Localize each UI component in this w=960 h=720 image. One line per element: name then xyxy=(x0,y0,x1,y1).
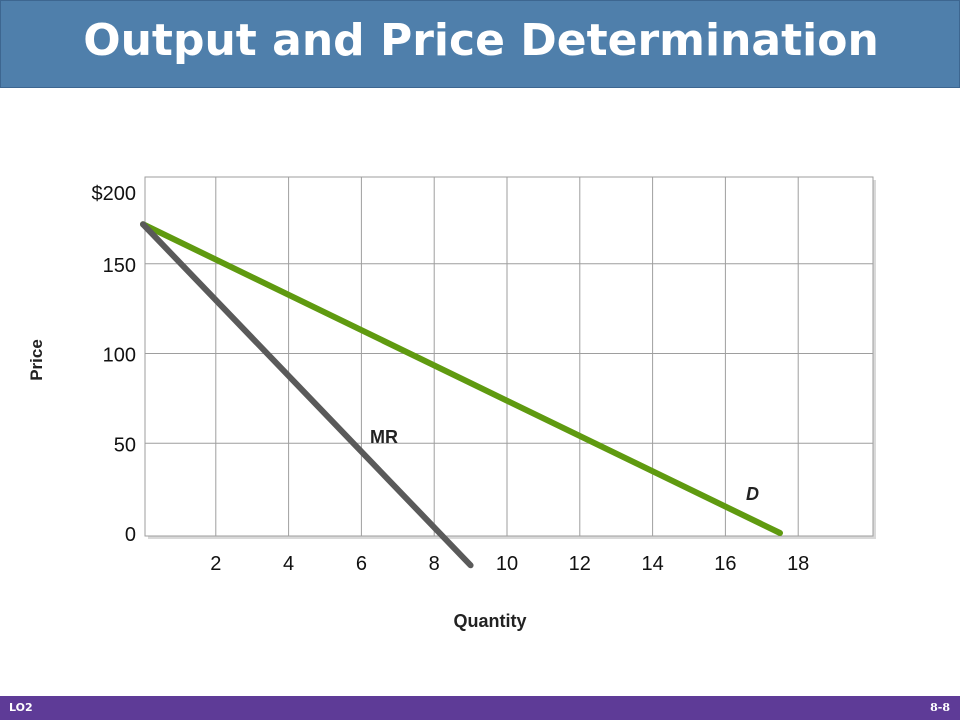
x-tick-label: 2 xyxy=(210,553,221,575)
x-tick-label: 10 xyxy=(496,553,518,575)
footer-slide-number: 8-8 xyxy=(930,701,950,714)
x-tick-label: 6 xyxy=(356,553,367,575)
x-tick-label: 14 xyxy=(641,553,663,575)
x-tick-label: 4 xyxy=(283,553,294,575)
y-tick-label: 100 xyxy=(103,345,136,367)
y-tick-label: 0 xyxy=(125,524,136,546)
x-tick-label: 16 xyxy=(714,553,736,575)
y-tick-label: 150 xyxy=(103,255,136,277)
series-line-mr xyxy=(140,221,474,569)
x-tick-label: 12 xyxy=(569,553,591,575)
y-tick-label: 50 xyxy=(114,434,136,456)
y-axis-label: Price xyxy=(27,339,46,381)
plot-area xyxy=(144,176,874,537)
y-tick-label: $200 xyxy=(92,183,137,205)
footer-learning-objective: LO2 xyxy=(9,701,33,714)
x-tick-label: 18 xyxy=(787,553,809,575)
footer-bar: LO2 8-8 xyxy=(0,696,960,720)
x-axis-label: Quantity xyxy=(453,611,526,631)
slide-title: Output and Price Determination xyxy=(83,15,879,66)
series-label-mr: MR xyxy=(370,427,398,447)
title-bar: Output and Price Determination xyxy=(0,0,960,88)
series-line-d xyxy=(140,221,783,536)
series-label-d: D xyxy=(746,484,759,504)
x-tick-label: 8 xyxy=(429,553,440,575)
